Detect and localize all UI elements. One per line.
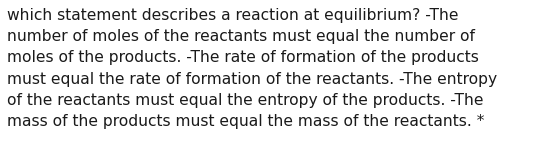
Text: which statement describes a reaction at equilibrium? -The
number of moles of the: which statement describes a reaction at … bbox=[7, 8, 497, 129]
